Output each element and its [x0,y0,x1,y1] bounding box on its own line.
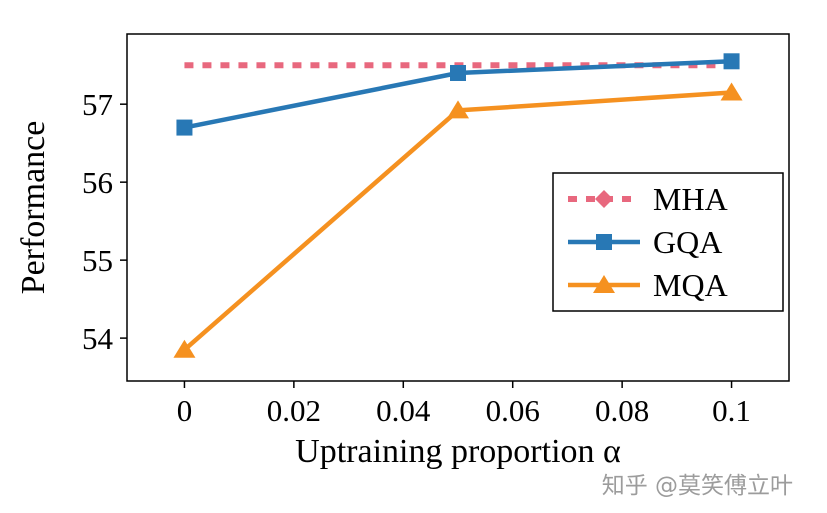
marker-triangle [720,82,743,101]
marker-triangle [447,100,469,119]
marker-square [596,234,612,250]
legend-entry-MQA: MQA [568,267,728,303]
y-tick-label: 56 [82,165,113,200]
x-tick-label: 0.1 [712,393,751,428]
plot-frame [126,33,790,382]
legend-entry-GQA: GQA [568,224,722,260]
x-tick-label: 0 [177,393,193,428]
y-axis: 54 55 56 57 [82,87,127,356]
marker-square [450,64,466,81]
x-tick-label: 0.06 [486,393,540,428]
marker-square [176,119,193,136]
x-tick-label: 0.04 [376,393,431,428]
legend-label-MHA: MHA [653,181,728,217]
legend: MHA GQA MQA [552,172,784,312]
legend-entry-MHA: MHA [568,181,728,217]
marker-diamond [595,190,613,208]
series-GQA [176,53,740,136]
y-tick-label: 57 [82,87,113,122]
marker-triangle [593,275,615,293]
legend-label-GQA: GQA [653,224,722,260]
x-axis-label: Uptraining proportion α [295,433,621,470]
y-tick-label: 54 [82,321,114,356]
y-axis-label: Performance [15,121,52,295]
marker-square [723,53,740,70]
x-tick-label: 0.08 [595,393,649,428]
y-tick-label: 55 [82,243,113,278]
legend-label-MQA: MQA [653,267,728,303]
series-MQA [173,82,743,358]
watermark: 知乎 @莫笑傅立叶 [601,473,793,499]
x-tick-label: 0.02 [267,393,321,428]
marker-triangle [173,339,196,358]
x-axis: 0 0.02 0.04 0.06 0.08 0.1 [177,381,751,428]
